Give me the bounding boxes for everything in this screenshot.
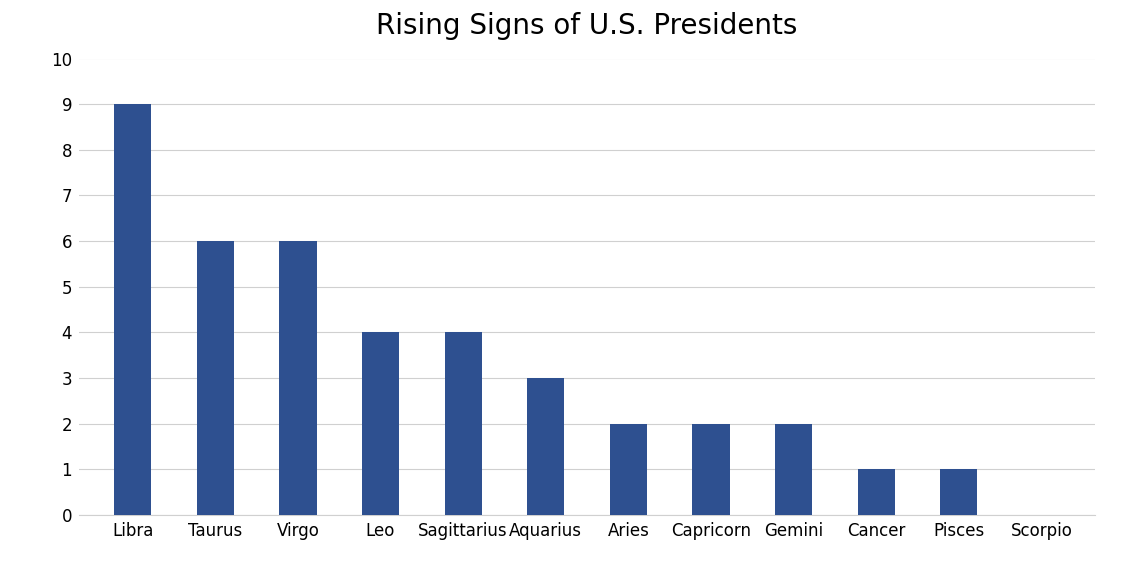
Bar [445, 332, 482, 515]
Bar [692, 424, 729, 515]
Title: Rising Signs of U.S. Presidents: Rising Signs of U.S. Presidents [376, 12, 798, 40]
Bar [940, 469, 978, 515]
Bar [774, 424, 812, 515]
Bar [196, 241, 234, 515]
Bar [362, 332, 400, 515]
Bar [527, 378, 564, 515]
Bar [114, 104, 151, 515]
Bar [858, 469, 895, 515]
Bar [610, 424, 647, 515]
Bar [279, 241, 316, 515]
